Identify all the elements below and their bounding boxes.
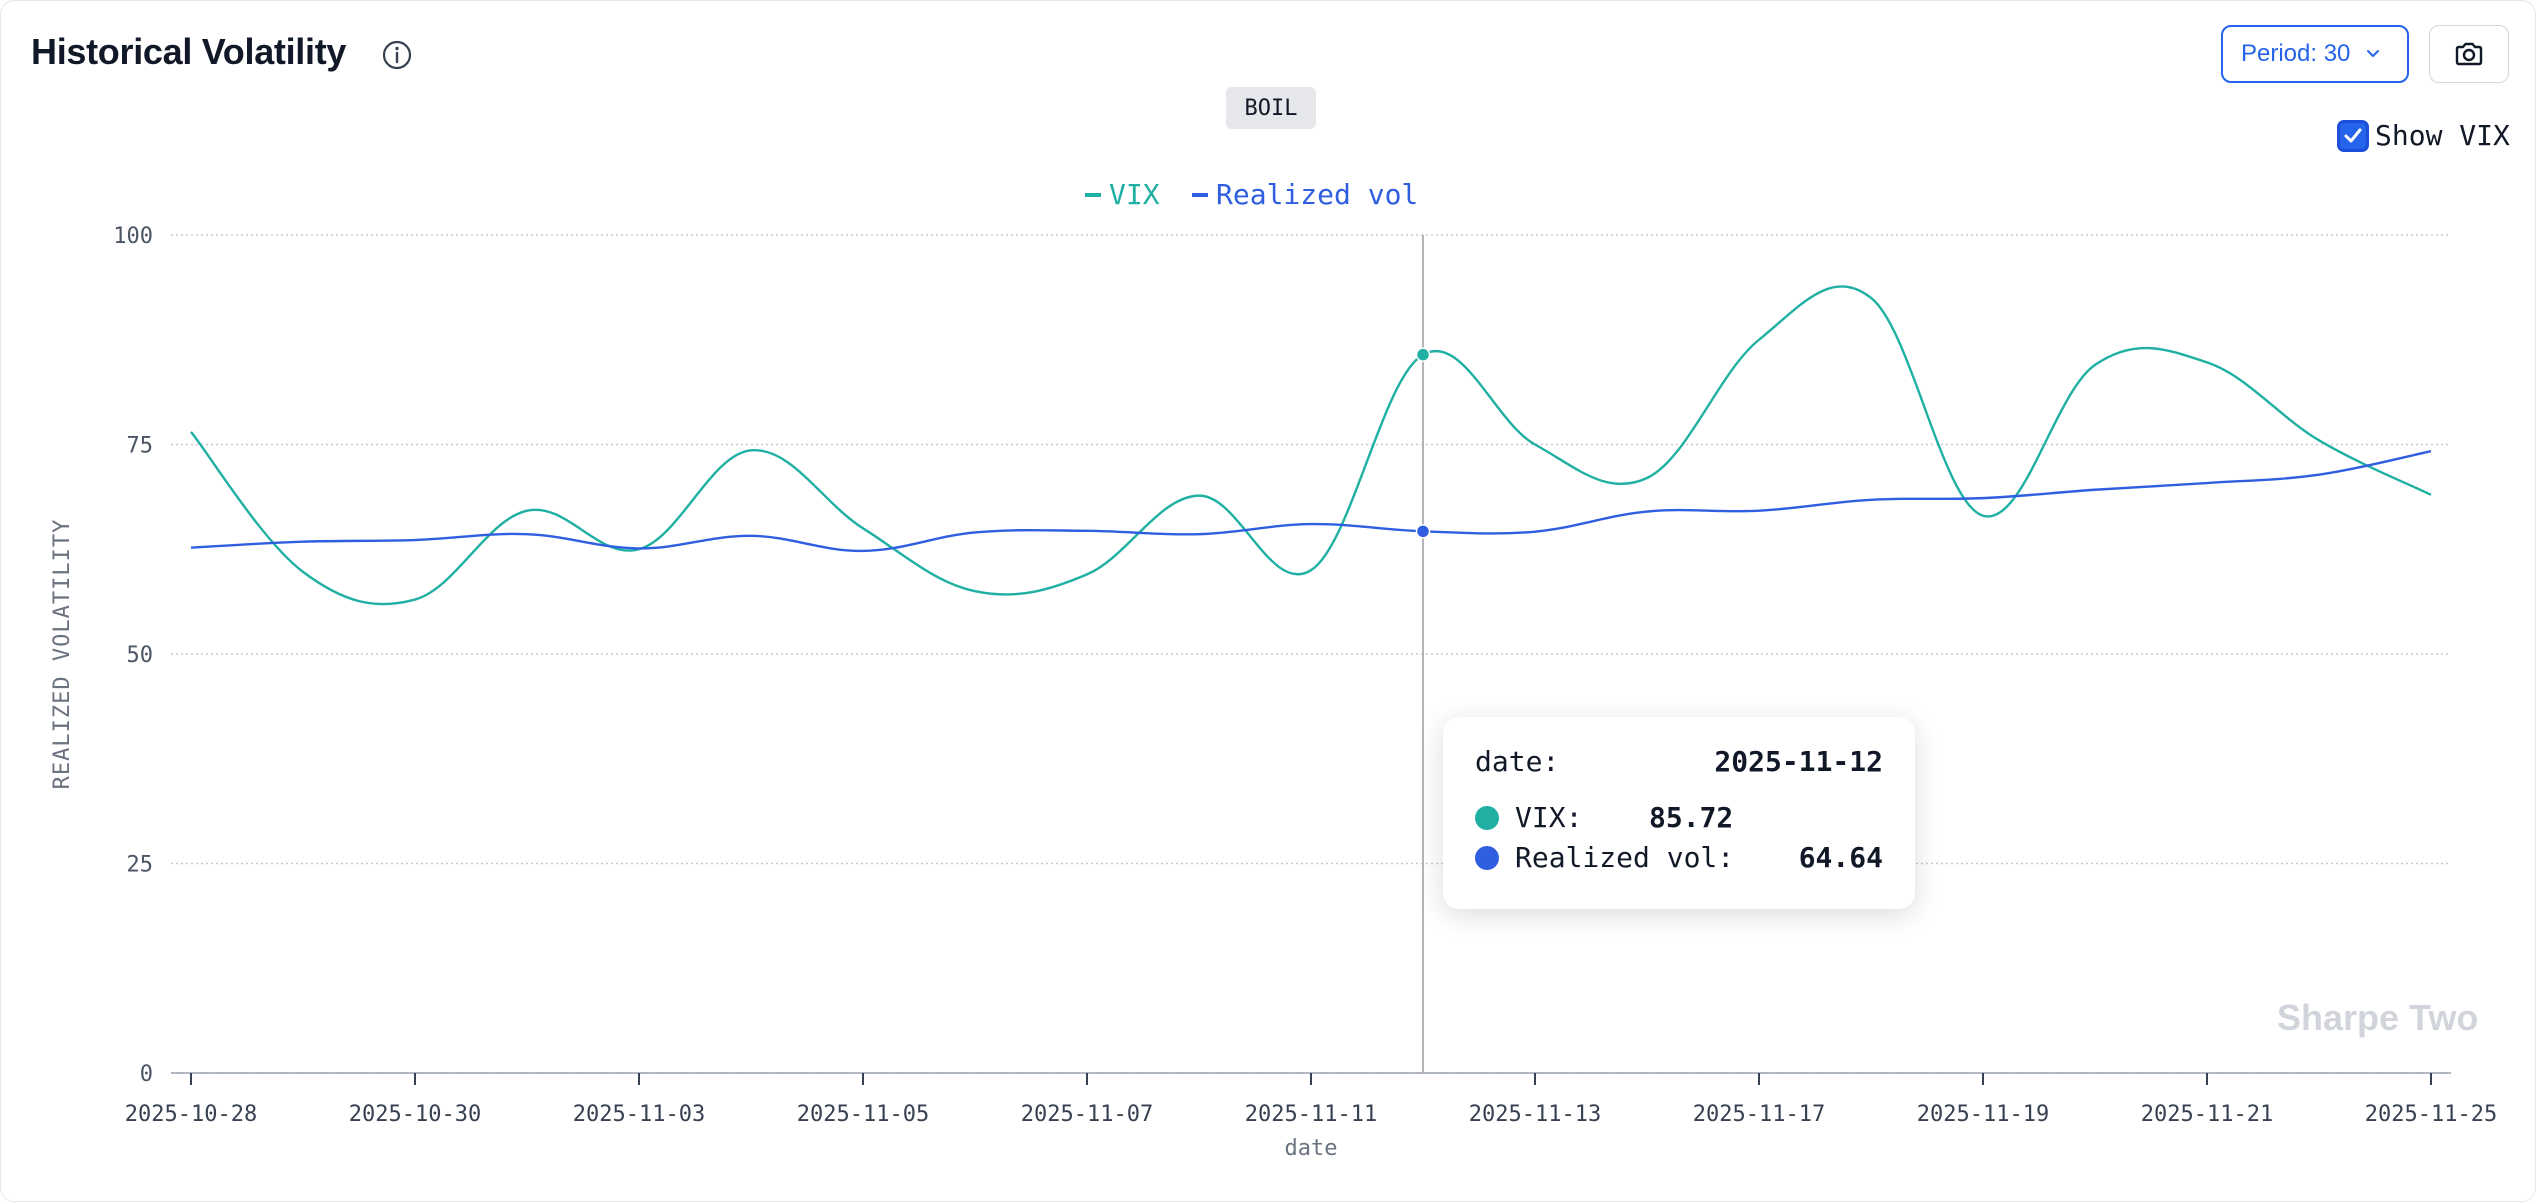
active-point-vix (1415, 347, 1431, 362)
period-select[interactable]: Period: 30 (2221, 25, 2409, 83)
y-tick-label: 100 (113, 224, 153, 249)
series-line-realized-vol (190, 450, 2432, 553)
chart-legend: VIX Realized vol (1085, 178, 1418, 211)
y-tick-label: 75 (127, 434, 154, 459)
legend-label-vix: VIX (1109, 178, 1160, 211)
x-axis-label: date (1285, 1136, 1338, 1161)
ticker-badge: BOIL (1226, 87, 1316, 129)
y-tick-label: 0 (140, 1062, 153, 1087)
screenshot-button[interactable] (2429, 25, 2509, 83)
show-vix-toggle[interactable]: Show VIX (2337, 119, 2510, 152)
chevron-down-icon (2367, 50, 2380, 57)
watermark: Sharpe Two (2277, 997, 2479, 1038)
x-tick-label: 2025-11-21 (2141, 1102, 2273, 1127)
checkmark-icon (2344, 128, 2362, 142)
tooltip-vix-label: VIX: (1515, 801, 1583, 834)
tooltip-date-value: 2025-11-12 (1714, 745, 1883, 778)
page-title: Historical Volatility (31, 31, 347, 72)
show-vix-checkbox[interactable] (2337, 119, 2369, 152)
tooltip-vix-value: 85.72 (1649, 801, 1734, 834)
tooltip-rv-label: Realized vol: (1515, 841, 1735, 874)
x-tick-label: 2025-11-07 (1021, 1102, 1153, 1127)
show-vix-label: Show VIX (2375, 119, 2510, 152)
active-point-realized-vol (1415, 524, 1431, 539)
y-tick-label: 25 (127, 853, 154, 878)
x-tick-label: 2025-11-13 (1469, 1102, 1601, 1127)
info-icon[interactable] (381, 39, 413, 71)
tooltip-rv-value: 64.64 (1798, 841, 1883, 874)
x-tick-label: 2025-11-05 (797, 1102, 929, 1127)
realized-vol-marker-icon (1475, 845, 1499, 870)
x-tick-label: 2025-11-11 (1245, 1102, 1377, 1127)
camera-icon (2455, 42, 2483, 66)
period-select-label: Period: 30 (2241, 40, 2351, 67)
x-tick-label: 2025-11-03 (573, 1102, 705, 1127)
x-tick-label: 2025-11-17 (1693, 1102, 1825, 1127)
x-tick-label: 2025-11-25 (2365, 1102, 2497, 1127)
x-tick-label: 2025-11-19 (1917, 1102, 2049, 1127)
y-tick-label: 50 (127, 643, 154, 668)
vix-marker-icon (1475, 805, 1499, 830)
tooltip-date-label: date: (1475, 745, 1560, 778)
series-line-vix (190, 285, 2432, 606)
legend-label-realized-vol: Realized vol (1216, 178, 1418, 211)
y-axis-label: REALIZED VOLATILITY (50, 519, 75, 790)
x-tick-label: 2025-10-28 (125, 1102, 257, 1127)
chart-tooltip: date: 2025-11-12 VIX: 85.72 Realized vol… (1443, 717, 1915, 909)
x-tick-label: 2025-10-30 (349, 1102, 481, 1127)
